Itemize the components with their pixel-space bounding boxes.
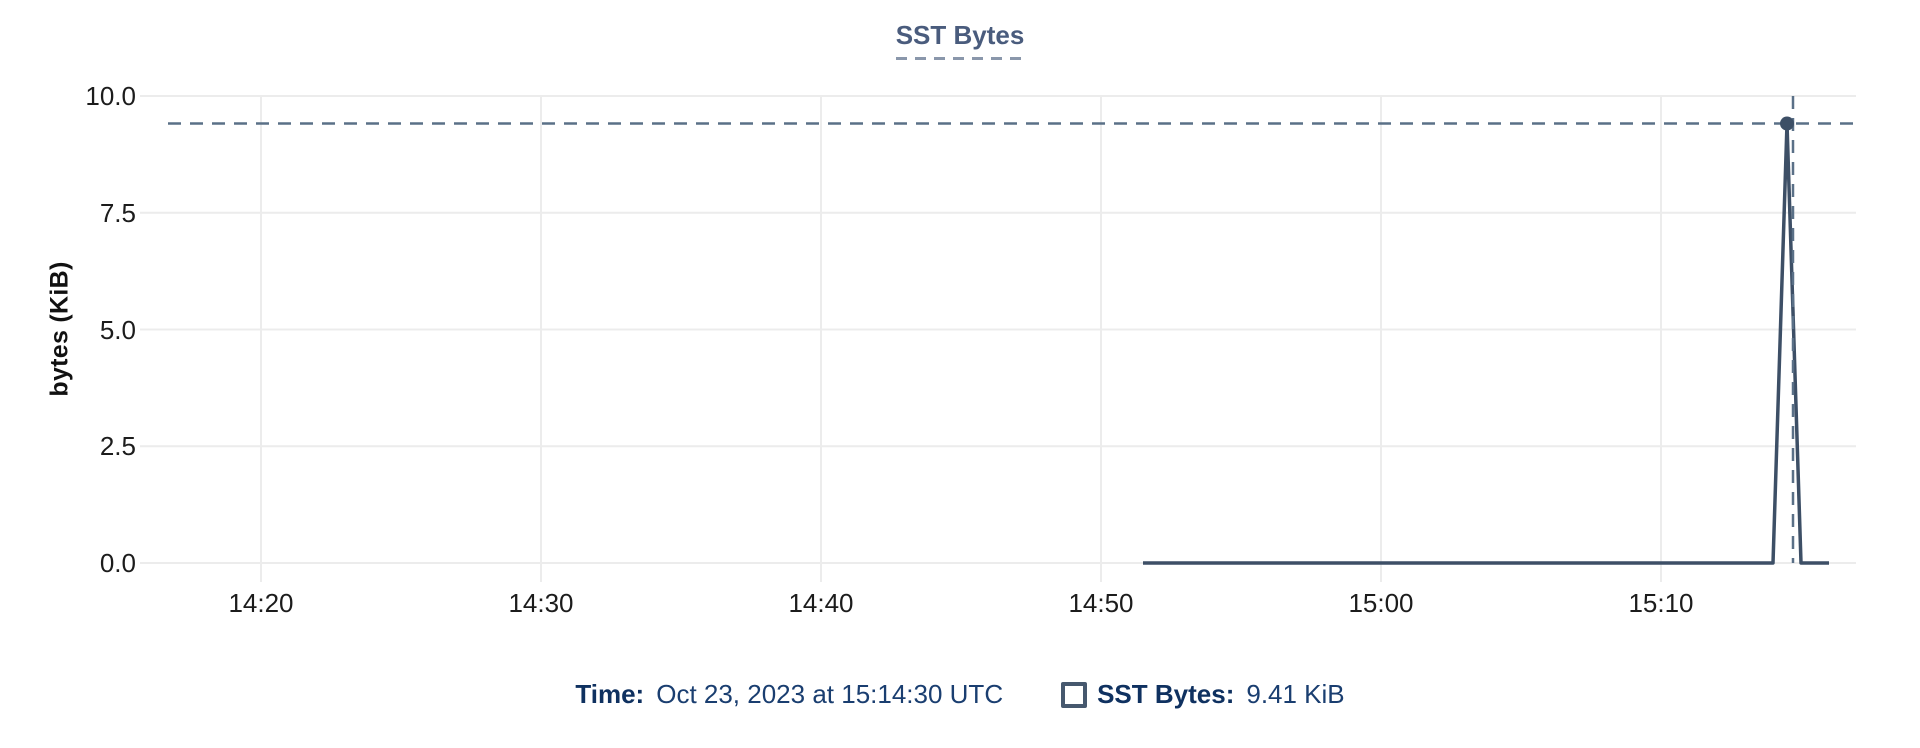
series-value: 9.41 KiB	[1246, 679, 1345, 709]
time-value: Oct 23, 2023 at 15:14:30 UTC	[656, 679, 1004, 709]
series-swatch-icon[interactable]	[1061, 681, 1088, 708]
chart-title[interactable]: SST Bytes	[895, 20, 1025, 60]
series-line	[1143, 121, 1829, 565]
hover-readout: Time: Oct 23, 2023 at 15:14:30 UTC SST B…	[0, 679, 1920, 710]
x-tick-label: 15:00	[1348, 588, 1414, 618]
y-tick-label: 5.0	[99, 314, 136, 345]
x-tick-label: 14:50	[1068, 588, 1134, 618]
x-tick-label: 14:30	[508, 588, 574, 618]
x-tick-label: 15:10	[1628, 588, 1694, 618]
y-tick-label: 0.0	[99, 548, 136, 578]
y-tick-label: 2.5	[99, 431, 136, 462]
hover-point-marker[interactable]	[1780, 116, 1794, 131]
x-tick-label: 14:40	[788, 588, 854, 618]
y-tick-label: 7.5	[99, 197, 136, 228]
chart-header: SST Bytes	[0, 20, 1920, 60]
series-label: SST Bytes:	[1097, 679, 1235, 709]
y-tick-label: 10.0	[85, 81, 136, 111]
x-tick-label: 14:20	[228, 588, 294, 618]
time-label: Time:	[575, 679, 645, 709]
